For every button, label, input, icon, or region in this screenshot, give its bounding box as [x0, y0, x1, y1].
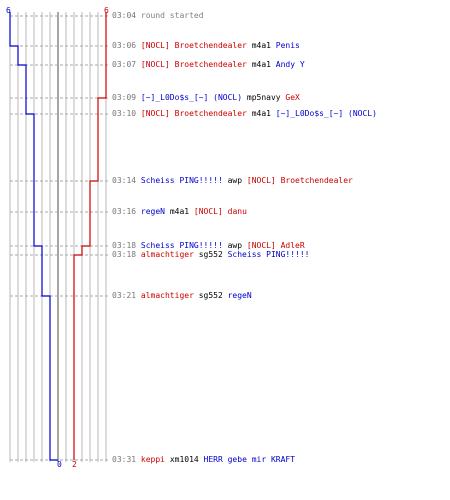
- event-text: awp: [222, 241, 247, 250]
- event-time: 03:18: [112, 241, 141, 250]
- event-row: 03:14 Scheiss PING!!!!! awp [NOCL] Broet…: [112, 176, 353, 186]
- event-text: Scheiss PING!!!!!: [227, 250, 310, 259]
- event-text: HERR gebe mir KRAFT: [203, 455, 296, 464]
- event-text: m4a1: [246, 41, 276, 50]
- event-text: Scheiss PING!!!!!: [140, 241, 223, 250]
- event-time: 03:07: [112, 60, 141, 69]
- event-text: xm1014: [165, 455, 204, 464]
- score-red-start: 6: [104, 6, 109, 15]
- event-text: regeN: [140, 207, 165, 216]
- event-time: 03:21: [112, 291, 141, 300]
- event-text: [~]_L0Do$s_[~] (NOCL): [140, 93, 243, 102]
- event-text: m4a1: [165, 207, 194, 216]
- event-text: [~]_L0Do$s_[~] (NOCL): [275, 109, 377, 118]
- event-text: [NOCL] Broetchendealer: [140, 41, 247, 50]
- event-row: 03:31 keppi xm1014 HERR gebe mir KRAFT: [112, 455, 295, 465]
- score-blue-start: 6: [6, 6, 11, 15]
- event-text: [NOCL] Broetchendealer: [140, 60, 247, 69]
- event-row: 03:10 [NOCL] Broetchendealer m4a1 [~]_L0…: [112, 109, 377, 119]
- event-text: almachtiger: [140, 250, 194, 259]
- event-text: mp5navy: [242, 93, 286, 102]
- score-red-end: 2: [72, 460, 77, 469]
- event-text: Andy Y: [275, 60, 305, 69]
- event-text: m4a1: [246, 109, 276, 118]
- event-text: awp: [222, 176, 247, 185]
- event-text: sg552: [193, 291, 228, 300]
- event-text: almachtiger: [140, 291, 194, 300]
- event-row: 03:18 Scheiss PING!!!!! awp [NOCL] AdleR: [112, 241, 305, 251]
- event-row: 03:07 [NOCL] Broetchendealer m4a1 Andy Y: [112, 60, 305, 70]
- event-text: sg552: [193, 250, 228, 259]
- event-time: 03:10: [112, 109, 141, 118]
- event-time: 03:06: [112, 41, 141, 50]
- event-row: 03:04 round started: [112, 11, 204, 21]
- event-time: 03:18: [112, 250, 141, 259]
- event-time: 03:09: [112, 93, 141, 102]
- event-time: 03:04: [112, 11, 141, 20]
- event-text: Penis: [275, 41, 300, 50]
- red-team-alive-line: [73, 12, 107, 460]
- event-time: 03:31: [112, 455, 141, 464]
- event-time: 03:16: [112, 207, 141, 216]
- event-text: [NOCL] danu: [193, 207, 247, 216]
- event-text: [NOCL] AdleR: [246, 241, 305, 250]
- event-text: m4a1: [246, 60, 276, 69]
- event-text: round started: [140, 11, 204, 20]
- event-text: [NOCL] Broetchendealer: [140, 109, 247, 118]
- event-text: [NOCL] Broetchendealer: [246, 176, 353, 185]
- event-text: keppi: [140, 455, 165, 464]
- event-row: 03:21 almachtiger sg552 regeN: [112, 291, 252, 301]
- blue-team-alive-line: [9, 12, 58, 461]
- event-row: 03:18 almachtiger sg552 Scheiss PING!!!!…: [112, 250, 310, 260]
- event-text: GeX: [285, 93, 300, 102]
- event-text: regeN: [227, 291, 252, 300]
- event-row: 03:06 [NOCL] Broetchendealer m4a1 Penis: [112, 41, 300, 51]
- score-blue-end: 0: [57, 460, 62, 469]
- event-row: 03:16 regeN m4a1 [NOCL] danu: [112, 207, 247, 217]
- event-time: 03:14: [112, 176, 141, 185]
- event-row: 03:09 [~]_L0Do$s_[~] (NOCL) mp5navy GeX: [112, 93, 300, 103]
- event-text: Scheiss PING!!!!!: [140, 176, 223, 185]
